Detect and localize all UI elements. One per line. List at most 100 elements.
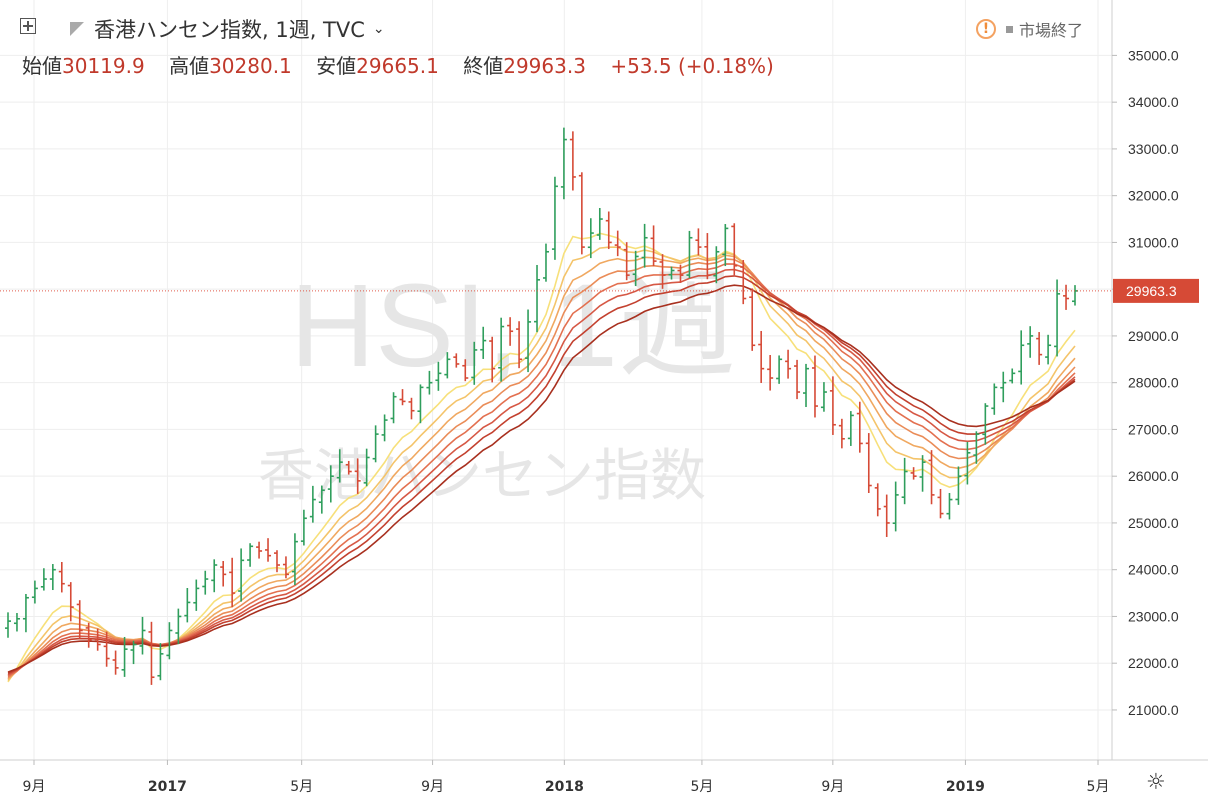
- price-tick-label: 26000.0: [1128, 468, 1179, 484]
- ohlc-bar: [803, 363, 810, 408]
- ohlc-bar: [399, 389, 406, 406]
- ohlc-bar: [534, 264, 541, 333]
- ohlc-bar: [238, 548, 245, 602]
- symbol-title[interactable]: 香港ハンセン指数, 1週, TVC: [94, 18, 365, 42]
- price-tick-label: 33000.0: [1128, 141, 1179, 157]
- chart-grid: [0, 0, 1112, 760]
- symbol-title-row[interactable]: 香港ハンセン指数, 1週, TVC ⌄: [20, 14, 385, 44]
- flag-icon[interactable]: [70, 22, 84, 36]
- ohlc-bar: [67, 582, 74, 622]
- ohlc-bar: [426, 370, 433, 395]
- ohlc-bar: [767, 355, 774, 391]
- gear-icon[interactable]: ☼: [1146, 770, 1166, 795]
- ohlc-bar: [193, 579, 200, 611]
- symbol-watermark: HSI, 1週 香港ハンセン指数: [258, 260, 736, 509]
- ohlc-bar: [758, 330, 765, 383]
- ohlc-bar: [668, 266, 675, 280]
- ohlc-bar: [614, 230, 621, 257]
- open-label: 始値: [22, 54, 62, 78]
- chevron-down-icon[interactable]: ⌄: [372, 21, 385, 37]
- ohlc-bar: [1027, 326, 1034, 358]
- time-tick-label: 2019: [946, 779, 985, 795]
- ohlc-bar: [471, 341, 478, 385]
- ema-ribbon: [7, 232, 1076, 683]
- ohlc-bars: [5, 127, 1078, 685]
- ohlc-bar: [498, 317, 505, 382]
- ohlc-bar: [31, 580, 38, 604]
- ohlc-bar: [40, 568, 47, 591]
- ohlc-bar: [220, 560, 227, 587]
- warning-icon[interactable]: !: [976, 19, 996, 39]
- ohlc-bar: [946, 492, 953, 520]
- ohlc-bar: [148, 621, 155, 685]
- ohlc-bar: [632, 250, 639, 287]
- time-axis: 9月 2017 5月 9月 2018 5月 9月 2019 5月: [23, 760, 1109, 795]
- market-status-text: 市場終了: [1019, 21, 1084, 40]
- ohlc-bar: [596, 208, 603, 240]
- ohlc-bar: [1054, 279, 1061, 357]
- ohlc-bar: [247, 543, 254, 567]
- ohlc-bar: [184, 587, 191, 623]
- ohlc-bar: [211, 559, 218, 593]
- ohlc-bar: [85, 622, 92, 648]
- price-tick-label: 32000.0: [1128, 188, 1179, 204]
- ohlc-bar: [363, 448, 370, 487]
- ohlc-bar: [838, 418, 845, 449]
- time-tick-label: 2018: [545, 779, 584, 795]
- ohlc-bar: [265, 538, 272, 562]
- ohlc-bar: [776, 355, 783, 384]
- ohlc-bar: [336, 449, 343, 483]
- ohlc-bar: [94, 628, 101, 651]
- ohlc-bar: [282, 556, 289, 579]
- ohlc-bar: [973, 431, 980, 464]
- ohlc-bar: [722, 224, 729, 267]
- ohlc-bar: [892, 481, 899, 532]
- ohlc-bar: [202, 570, 209, 595]
- price-tick-label: 22000.0: [1128, 655, 1179, 671]
- ohlc-bar: [686, 230, 693, 279]
- price-tick-label: 35000.0: [1128, 47, 1179, 63]
- ohlc-bar: [390, 392, 397, 424]
- ohlc-bar: [623, 242, 630, 281]
- ohlc-bar: [300, 509, 307, 546]
- ohlc-bar: [489, 336, 496, 383]
- ohlc-bar: [955, 466, 962, 505]
- ohlc-bar: [408, 397, 415, 420]
- ema-line: [7, 254, 1076, 680]
- ohlc-bar: [507, 317, 514, 346]
- ema-line: [7, 268, 1076, 676]
- add-chart-icon[interactable]: [20, 18, 36, 34]
- ohlc-bar: [937, 488, 944, 519]
- watermark-symbol: HSI, 1週: [290, 260, 736, 392]
- last-price-text: 29963.3: [1126, 283, 1177, 299]
- ohlc-bar: [695, 228, 702, 256]
- ohlc-bar: [58, 561, 65, 593]
- ohlc-bar: [157, 643, 164, 681]
- ohlc-bar: [560, 127, 567, 200]
- ohlc-bar: [480, 326, 487, 359]
- ohlc-bar: [139, 616, 146, 655]
- time-tick-label: 9月: [421, 779, 444, 795]
- ohlc-bar: [1045, 334, 1052, 365]
- status-dot-icon: [1006, 25, 1013, 33]
- ohlc-bar: [865, 433, 872, 494]
- close-label: 終値: [463, 54, 504, 78]
- ohlc-bar: [874, 483, 881, 517]
- price-tick-label: 23000.0: [1128, 608, 1179, 624]
- chart-header: 香港ハンセン指数, 1週, TVC ⌄ 始値30119.9 高値30280.1 …: [0, 0, 1112, 80]
- last-price-label: 29963.3: [1113, 278, 1199, 303]
- ema-line: [7, 275, 1076, 675]
- ohlc-bar: [794, 359, 801, 400]
- ohlc-bar: [1063, 284, 1070, 310]
- price-tick-label: 28000.0: [1128, 375, 1179, 391]
- ohlc-bar: [883, 494, 890, 537]
- ohlc-bar: [1018, 330, 1025, 385]
- ohlc-bar: [1072, 285, 1078, 306]
- ohlc-bar: [372, 425, 379, 463]
- market-status[interactable]: ! 市場終了: [976, 17, 1083, 41]
- ohlc-bar: [856, 401, 863, 453]
- ohlc-bar: [130, 640, 137, 665]
- ohlc-bar: [76, 600, 83, 639]
- ohlc-bar: [551, 176, 558, 260]
